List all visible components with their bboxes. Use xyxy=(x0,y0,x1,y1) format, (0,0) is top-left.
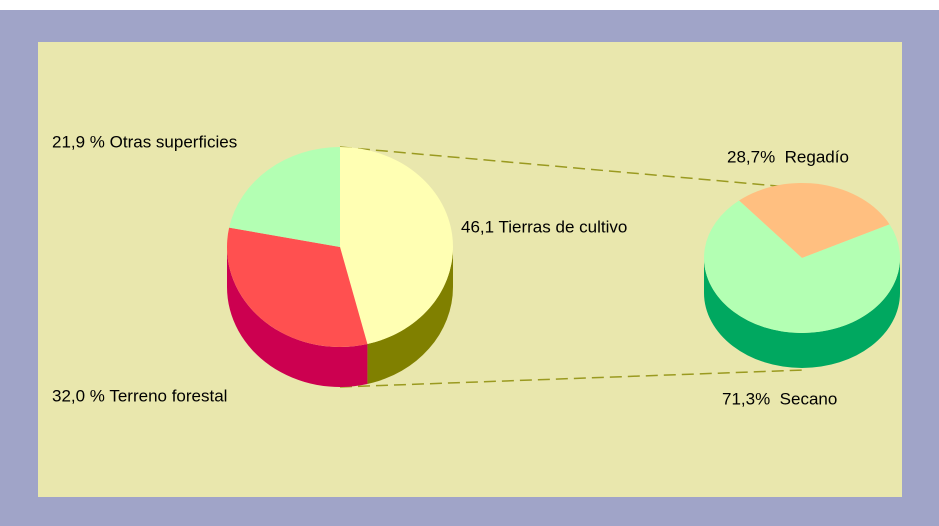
pie-slice xyxy=(226,227,368,347)
pie-side xyxy=(367,247,453,385)
slice-label: 71,3% Secano xyxy=(722,389,837,408)
slice-label: 28,7% Regadío xyxy=(727,147,849,166)
pie-slice xyxy=(739,183,890,258)
slice-label: 21,9 % Otras superficies xyxy=(52,132,237,151)
pie-side xyxy=(704,258,900,368)
pie-slice xyxy=(229,147,340,247)
pie-slice xyxy=(340,147,454,345)
slice-label: 32,0 % Terreno forestal xyxy=(52,386,227,405)
pie-slice xyxy=(703,200,900,334)
slice-label: 46,1 Tierras de cultivo xyxy=(461,217,627,236)
connector-line xyxy=(339,146,801,189)
connector-line xyxy=(339,369,806,388)
pie-side xyxy=(227,247,368,388)
